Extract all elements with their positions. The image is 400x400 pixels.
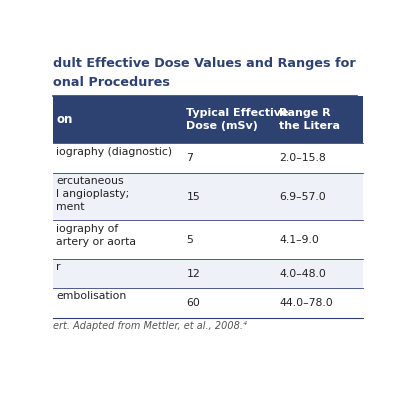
Text: Typical Effective
Dose (mSv): Typical Effective Dose (mSv): [186, 108, 289, 131]
Bar: [53, 288, 363, 318]
Text: 4.1–9.0: 4.1–9.0: [279, 235, 319, 245]
Text: r: r: [56, 262, 61, 272]
Text: 4.0–48.0: 4.0–48.0: [279, 269, 326, 279]
Text: dult Effective Dose Values and Ranges for: dult Effective Dose Values and Ranges fo…: [53, 57, 356, 70]
Text: Range R
the Litera: Range R the Litera: [279, 108, 340, 131]
Text: 44.0–78.0: 44.0–78.0: [279, 298, 333, 308]
Text: embolisation: embolisation: [56, 291, 126, 301]
Text: iography (diagnostic): iography (diagnostic): [56, 146, 172, 156]
Text: iography of
artery or aorta: iography of artery or aorta: [56, 224, 136, 247]
Text: 2.0–15.8: 2.0–15.8: [279, 153, 326, 163]
Text: ert. Adapted from Mettler, et al., 2008.⁴: ert. Adapted from Mettler, et al., 2008.…: [53, 321, 247, 331]
Text: 12: 12: [186, 269, 200, 279]
Text: 7: 7: [186, 153, 193, 163]
Text: 6.9–57.0: 6.9–57.0: [279, 192, 326, 202]
Bar: [53, 259, 363, 288]
Bar: [53, 173, 363, 220]
Text: onal Procedures: onal Procedures: [53, 76, 170, 89]
Bar: [53, 144, 363, 173]
Text: 5: 5: [186, 235, 193, 245]
Bar: [53, 96, 363, 144]
Text: on: on: [56, 113, 72, 126]
Text: 15: 15: [186, 192, 200, 202]
Bar: [53, 220, 363, 259]
Text: 60: 60: [186, 298, 200, 308]
Text: ercutaneous
l angioplasty;
ment: ercutaneous l angioplasty; ment: [56, 176, 130, 212]
